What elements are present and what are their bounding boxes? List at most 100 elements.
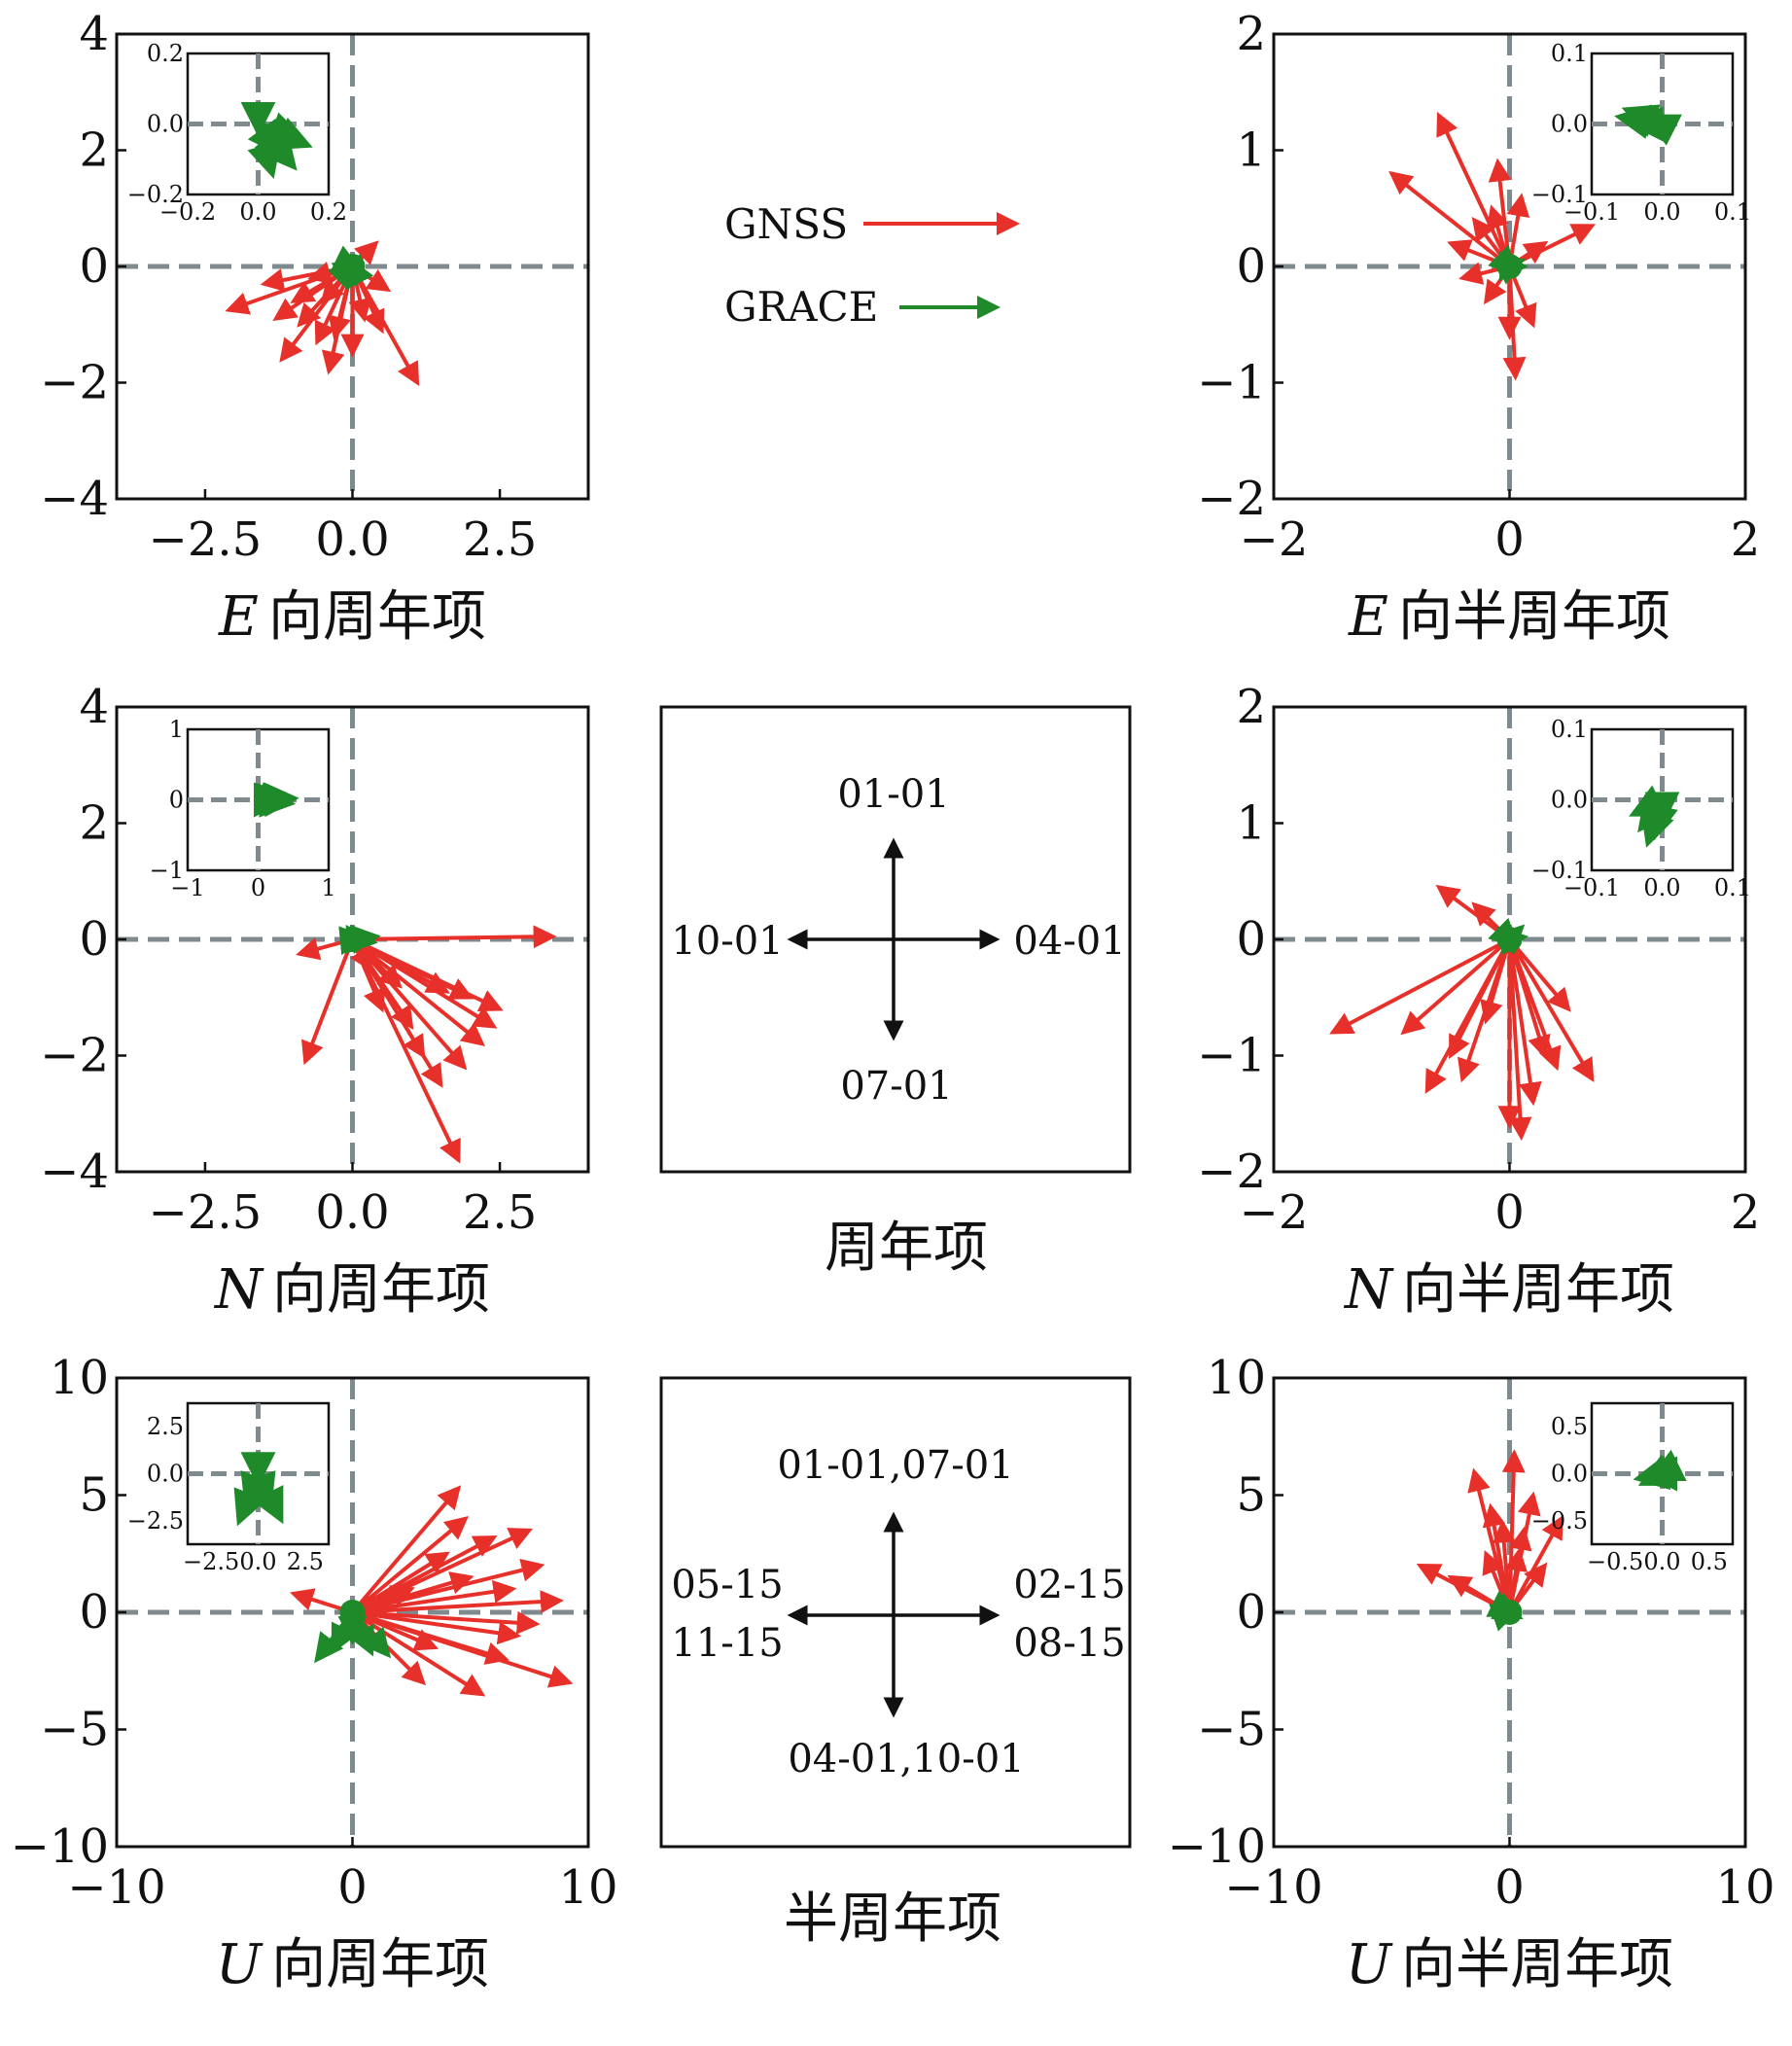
gnss-arrow (352, 1558, 545, 1614)
panel-title-component: E (218, 585, 259, 649)
inset-x-tick-label: −0.5 (1587, 1548, 1643, 1575)
panel-N-annual: −2.5 0.0 2.5 −4 −2 0 2 4 N 向周年项 −1 0 1 −1 0 1 (40, 680, 590, 1322)
panel-title-component: E (1348, 585, 1388, 649)
y-tick-label: −10 (1168, 1819, 1266, 1874)
x-tick-label: −10 (1224, 1860, 1322, 1915)
y-tick-label: 0 (1236, 1585, 1266, 1640)
semiannual-key-diagram: 01-01,07-01 04-01,10-01 02-15 08-15 05-1… (659, 1376, 1132, 1951)
inset-x-tick-label: 0 (251, 874, 265, 901)
gnss-arrow (352, 1579, 517, 1614)
y-tick-label: 0 (1236, 912, 1266, 967)
grace-cluster (1496, 254, 1523, 279)
panel-E-semiannual: −2 0 2 −2 −1 0 1 2 E 向半周年项 −0.1 0.0 0.1 −0.1 0.0 0.1 (1197, 7, 1760, 649)
y-tick-label: 2 (79, 123, 109, 178)
gnss-arrow (1507, 937, 1595, 1082)
gnss-arrow (1388, 170, 1511, 268)
annual-key-bottom-label: 07-01 (840, 1064, 952, 1109)
y-tick-label: 4 (79, 680, 109, 734)
panel-title-component: U (216, 1933, 264, 1996)
panel-title-rest: 向半周年项 (1402, 1258, 1674, 1322)
inset-y-tick-label: 0.2 (147, 40, 184, 67)
x-tick-label: 2 (1731, 512, 1761, 567)
panel-title: E 向半周年项 (1348, 585, 1670, 649)
gnss-arrow (1329, 937, 1511, 1035)
grace-cluster (339, 254, 366, 279)
x-tick-label: −2 (1240, 1185, 1309, 1240)
inset-y-tick-label: −1 (150, 857, 184, 884)
inset-x-tick-label: −0.1 (1564, 198, 1620, 226)
annual-key-left-label: 10-01 (671, 919, 783, 964)
inset-x-tick-label: 0.0 (239, 1548, 276, 1575)
gnss-arrow (351, 1610, 486, 1697)
inset-grace-arrow (247, 118, 283, 158)
panel-title-rest: 向周年项 (271, 1933, 489, 1996)
y-tick-label: 1 (1236, 796, 1266, 851)
inset-grace-arrow (1637, 794, 1673, 833)
inset-U-semiannual: −0.5 0.0 0.5−0.50.00.5 (1531, 1401, 1735, 1575)
y-tick-label: −5 (40, 1703, 109, 1757)
x-tick-label: −2 (1240, 512, 1309, 567)
inset-y-tick-label: 0.0 (147, 111, 184, 138)
gnss-arrow (1400, 937, 1511, 1036)
panel-title-rest: 向半周年项 (1401, 1933, 1673, 1996)
y-tick-label: −2 (1197, 472, 1266, 526)
inset-x-tick-label: −0.1 (1564, 874, 1620, 901)
x-tick-label: 2.5 (463, 1185, 537, 1240)
annual-key-box (659, 705, 1132, 1174)
inset-x-tick-label: 0.1 (1714, 874, 1751, 901)
annual-key-right-label: 04-01 (1013, 919, 1125, 964)
inset-y-tick-label: −0.2 (127, 181, 184, 208)
x-tick-label: −2.5 (149, 512, 263, 567)
gnss-arrow (1507, 938, 1562, 1072)
gnss-arrow (352, 925, 557, 949)
legend: GNSS GRACE (724, 200, 1020, 331)
gnss-arrow (1507, 938, 1542, 1107)
y-tick-label: −1 (1197, 356, 1266, 410)
inset-grace-arrow (242, 1470, 276, 1510)
x-tick-label: 0 (1494, 512, 1525, 567)
x-tick-label: 10 (1715, 1860, 1774, 1915)
semiannual-key-left-label-2: 11-15 (671, 1621, 783, 1666)
y-tick-label: −1 (1197, 1029, 1266, 1083)
y-tick-label: 4 (79, 7, 109, 61)
legend-grace-label: GRACE (724, 283, 878, 331)
y-tick-label: 2 (1236, 680, 1266, 734)
semiannual-key-caption: 半周年项 (784, 1887, 1001, 1951)
inset-y-tick-label: 0.5 (1551, 1413, 1588, 1440)
inset-y-tick-label: −0.1 (1531, 857, 1588, 884)
panel-N-semiannual: −2 0 2 −2 −1 0 1 2 N 向半周年项 −0.1 0.0 0.1 −0.1 0.0 0.1 (1197, 680, 1760, 1322)
gnss-arrow (351, 1516, 469, 1614)
panel-title: E 向周年项 (218, 585, 486, 649)
semiannual-key-top-label: 01-01,07-01 (777, 1443, 1013, 1488)
y-tick-label: 0 (79, 912, 109, 967)
semiannual-key-bottom-label: 04-01,10-01 (788, 1737, 1024, 1781)
inset-N-annual: −1 0 1 −1 0 1 (150, 716, 336, 901)
panel-title: U 向周年项 (216, 1933, 489, 1996)
inset-y-tick-label: −0.1 (1531, 181, 1588, 208)
x-tick-label: 0 (337, 1860, 368, 1915)
inset-x-tick-label: 0.0 (1643, 1548, 1680, 1575)
inset-y-tick-label: 0.1 (1551, 716, 1588, 743)
gnss-arrow (350, 937, 468, 1071)
inset-x-tick-label: 0.0 (1643, 198, 1680, 226)
panel-title-component: U (1346, 1933, 1393, 1996)
inset-E-semiannual: −0.1 0.0 0.1 −0.1 0.0 0.1 (1531, 40, 1751, 226)
grace-cluster (1496, 1600, 1523, 1625)
panel-title-component: N (213, 1258, 264, 1322)
panel-title-rest: 向周年项 (268, 585, 486, 649)
x-tick-label: 2.5 (463, 512, 537, 567)
x-tick-label: 0 (1494, 1860, 1525, 1915)
inset-y-tick-label: 0.0 (1551, 787, 1588, 814)
grace-cluster (1496, 927, 1523, 952)
inset-x-tick-label: −2.5 (183, 1548, 239, 1575)
gnss-arrow (1436, 112, 1512, 267)
inset-y-tick-label: 0.0 (1551, 1461, 1588, 1488)
inset-y-tick-label: 2.5 (147, 1413, 184, 1440)
panel-title: N 向周年项 (213, 1258, 490, 1322)
y-tick-label: −5 (1197, 1703, 1266, 1757)
inset-x-tick-label: 0.0 (239, 198, 276, 226)
inset-U-annual: −2.5 0.0 2.5−2.50.02.5 (127, 1401, 331, 1575)
annual-key-top-label: 01-01 (837, 772, 949, 817)
inset-y-tick-label: 0 (169, 787, 184, 814)
